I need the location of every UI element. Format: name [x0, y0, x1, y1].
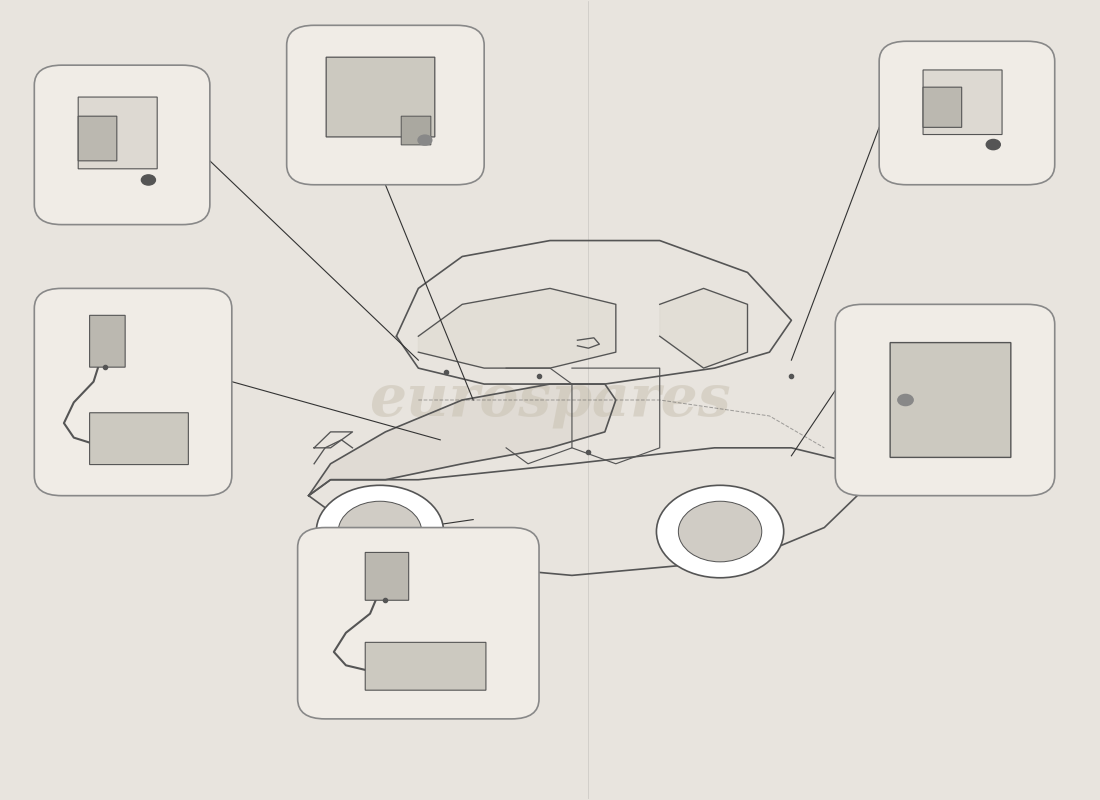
Text: 6: 6 [417, 28, 426, 41]
FancyBboxPatch shape [365, 553, 409, 600]
FancyBboxPatch shape [34, 288, 232, 496]
Polygon shape [660, 288, 748, 368]
FancyBboxPatch shape [365, 642, 486, 690]
Text: 3: 3 [994, 46, 1003, 58]
FancyBboxPatch shape [923, 70, 1002, 134]
FancyBboxPatch shape [879, 42, 1055, 185]
Circle shape [317, 486, 443, 578]
Text: 2: 2 [338, 28, 346, 41]
Circle shape [142, 175, 155, 185]
Text: 9: 9 [913, 46, 922, 58]
Circle shape [898, 394, 913, 406]
Text: 8: 8 [892, 323, 901, 336]
Polygon shape [309, 384, 616, 496]
Text: 7: 7 [962, 323, 971, 336]
FancyBboxPatch shape [923, 87, 961, 127]
Circle shape [987, 139, 1000, 150]
Circle shape [338, 502, 421, 562]
FancyBboxPatch shape [835, 304, 1055, 496]
Text: 1: 1 [68, 68, 77, 81]
FancyBboxPatch shape [89, 413, 188, 465]
FancyBboxPatch shape [298, 527, 539, 719]
Circle shape [418, 135, 432, 145]
Circle shape [657, 486, 783, 578]
Text: 5: 5 [172, 316, 180, 329]
FancyBboxPatch shape [89, 315, 125, 367]
FancyBboxPatch shape [287, 26, 484, 185]
FancyBboxPatch shape [327, 57, 434, 137]
Text: 5: 5 [409, 552, 418, 565]
Circle shape [679, 502, 762, 562]
FancyBboxPatch shape [78, 97, 157, 169]
Text: 4: 4 [462, 651, 471, 665]
Text: 6: 6 [150, 68, 158, 81]
FancyBboxPatch shape [402, 116, 431, 145]
Text: 4: 4 [85, 362, 94, 374]
FancyBboxPatch shape [34, 65, 210, 225]
Text: eurospares: eurospares [370, 372, 730, 428]
Polygon shape [418, 288, 616, 368]
FancyBboxPatch shape [890, 342, 1011, 458]
FancyBboxPatch shape [78, 116, 117, 161]
